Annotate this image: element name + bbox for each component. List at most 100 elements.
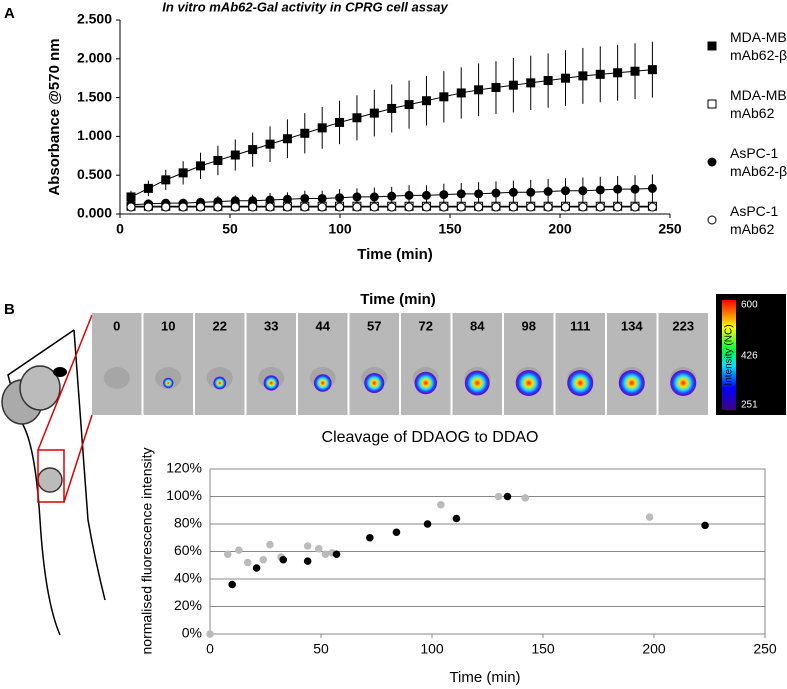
signal-blob xyxy=(213,376,227,390)
point xyxy=(392,528,401,537)
marker xyxy=(317,123,327,133)
point xyxy=(321,550,330,559)
image-tile xyxy=(607,313,657,415)
marker xyxy=(578,202,588,212)
legend-line: AsPC-1 xyxy=(730,145,778,161)
signal-blob xyxy=(670,370,697,396)
marker xyxy=(647,202,657,212)
marker xyxy=(526,78,536,88)
marker xyxy=(491,202,501,212)
marker xyxy=(369,108,379,118)
marker xyxy=(578,186,588,196)
point xyxy=(266,540,274,549)
marker xyxy=(439,92,449,102)
y-tick-label: 60% xyxy=(174,542,202,558)
marker xyxy=(508,202,518,212)
marker xyxy=(352,192,362,202)
time-label: 22 xyxy=(213,318,227,333)
marker xyxy=(491,188,501,198)
y-tick-label: 20% xyxy=(174,597,202,613)
y-tick-label: 2.500 xyxy=(77,11,112,27)
marker xyxy=(265,202,275,212)
marker xyxy=(508,80,518,90)
signal-blob xyxy=(515,370,542,396)
marker xyxy=(595,202,605,212)
marker xyxy=(526,187,536,197)
point xyxy=(332,550,341,559)
point xyxy=(252,564,261,572)
marker xyxy=(456,88,466,98)
point xyxy=(235,546,243,554)
y-tick-label: 1.500 xyxy=(77,88,112,104)
legend-line: mAb62 xyxy=(730,221,775,237)
marker xyxy=(335,202,345,212)
marker xyxy=(352,202,362,212)
legend-label: AsPC-1 mAb62-β-gal xyxy=(730,145,787,179)
marker xyxy=(595,69,605,79)
marker xyxy=(421,202,431,212)
x-tick-label: 150 xyxy=(438,221,462,237)
marker xyxy=(647,183,657,193)
time-label: 134 xyxy=(621,318,643,333)
marker xyxy=(300,128,310,138)
time-label: 33 xyxy=(264,318,278,333)
y-tick-label: 120% xyxy=(166,460,202,476)
point xyxy=(279,555,288,564)
point xyxy=(206,630,214,638)
marker xyxy=(630,202,640,212)
marker xyxy=(178,202,188,212)
marker xyxy=(126,192,136,202)
x-tick-label: 100 xyxy=(328,221,352,237)
marker xyxy=(456,189,466,199)
marker xyxy=(707,157,717,167)
time-label: 72 xyxy=(419,318,433,333)
time-label: 0 xyxy=(113,318,120,333)
point xyxy=(521,494,530,502)
colorbar-label: Intensity (NC) xyxy=(724,324,735,385)
marker xyxy=(248,202,258,212)
marker xyxy=(561,202,570,212)
point xyxy=(314,544,323,553)
image-tile xyxy=(92,313,142,415)
marker xyxy=(561,73,570,83)
x-tick-label: 0 xyxy=(206,641,214,657)
signal-blob xyxy=(364,373,385,393)
colorbar-tick: 251 xyxy=(741,400,758,411)
point xyxy=(452,514,461,523)
signal-blob xyxy=(618,370,645,396)
point xyxy=(423,520,432,528)
marker xyxy=(282,134,292,144)
marker xyxy=(474,189,484,199)
marker xyxy=(421,190,431,200)
marker xyxy=(369,192,379,202)
image-tile xyxy=(349,313,399,415)
marker xyxy=(613,202,623,212)
legend-label: MDA-MB-435S mAb62-β-gal xyxy=(730,29,787,63)
time-label: 44 xyxy=(316,318,331,333)
marker xyxy=(456,202,466,212)
marker xyxy=(647,65,657,75)
x-tick-label: 200 xyxy=(548,221,572,237)
time-label: 223 xyxy=(672,318,694,333)
marker xyxy=(404,100,414,110)
legend-line: mAb62 xyxy=(730,105,775,121)
point xyxy=(303,542,312,550)
image-tile xyxy=(246,313,296,415)
marker xyxy=(126,202,136,212)
y-tick-label: 100% xyxy=(166,487,202,503)
time-label: 57 xyxy=(367,318,381,333)
marker xyxy=(595,185,605,195)
marker xyxy=(578,71,588,81)
y-axis-label: Absorbance @570 nm xyxy=(46,38,63,195)
image-tile xyxy=(452,313,502,415)
strip-title: Time (min) xyxy=(360,291,436,308)
y-tick-label: 0% xyxy=(182,625,202,641)
marker xyxy=(630,184,640,194)
image-tile xyxy=(143,313,193,415)
mouse-sketch xyxy=(1,314,106,636)
x-tick-label: 50 xyxy=(222,221,238,237)
marker xyxy=(178,168,188,178)
image-tile xyxy=(195,313,245,415)
point xyxy=(437,500,445,509)
